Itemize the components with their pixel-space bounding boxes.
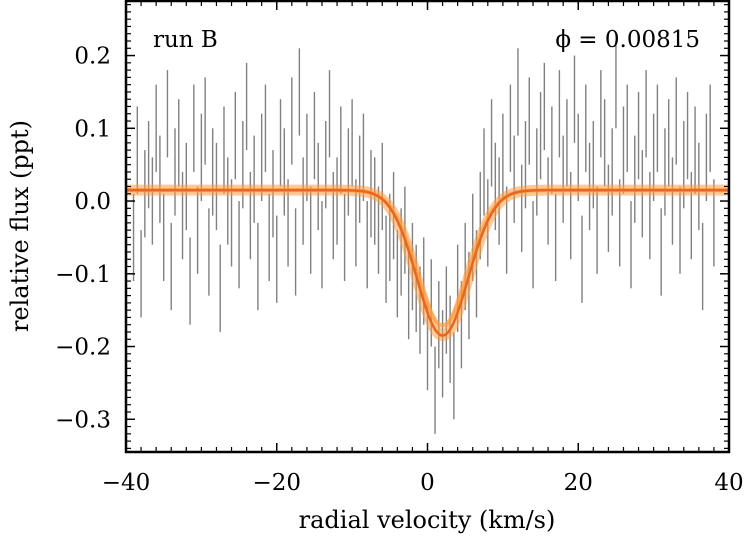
- y-tick-label: −0.2: [55, 335, 111, 361]
- y-axis-label: relative flux (ppt): [6, 120, 34, 332]
- run-label: run B: [153, 27, 218, 53]
- phase-label: ϕ = 0.00815: [555, 27, 700, 53]
- y-tick-labels: −0.3 −0.2 −0.1 0.0 0.1 0.2: [55, 44, 111, 434]
- x-tick-label: 20: [564, 470, 593, 496]
- x-axis-label: radial velocity (km/s): [299, 506, 556, 534]
- fit-line: [126, 188, 729, 337]
- y-tick-label: 0.1: [74, 116, 111, 142]
- x-tick-label: −40: [102, 470, 151, 496]
- y-tick-label: 0.0: [74, 189, 111, 215]
- x-tick-labels: −40 −20 0 20 40: [102, 470, 744, 496]
- fit-series: [122, 184, 733, 342]
- y-tick-label: 0.2: [74, 44, 111, 70]
- x-tick-label: −20: [252, 470, 301, 496]
- y-tick-label: −0.3: [55, 407, 111, 433]
- x-tick-label: 0: [420, 470, 435, 496]
- y-tick-label: −0.1: [55, 262, 111, 288]
- errorbar-series: [132, 41, 715, 434]
- axis-ticks: [125, 1, 730, 452]
- x-tick-label: 40: [714, 470, 743, 496]
